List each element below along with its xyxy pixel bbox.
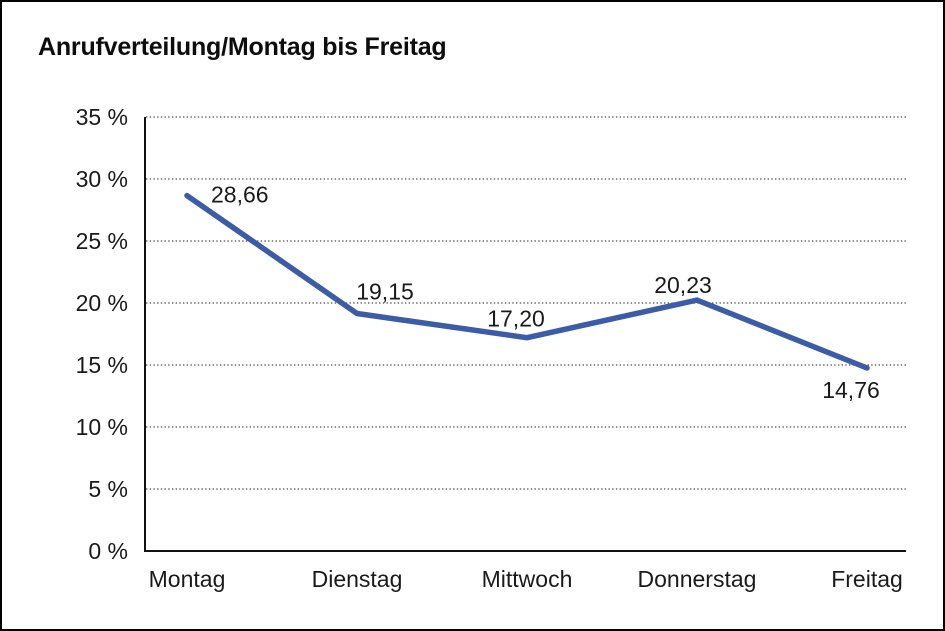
y-tick-label: 35 % (76, 104, 128, 130)
y-tick-label: 15 % (76, 352, 128, 378)
x-category-label: Dienstag (312, 566, 403, 592)
x-category-label: Donnerstag (638, 566, 757, 592)
data-label: 28,66 (211, 182, 269, 208)
data-label: 20,23 (654, 272, 712, 298)
series-line (184, 192, 870, 371)
chart-title: Anrufverteilung/Montag bis Freitag (38, 33, 447, 61)
x-category-label: Montag (149, 566, 226, 592)
y-tick-label: 20 % (76, 290, 128, 316)
y-tick-label: 30 % (76, 166, 128, 192)
y-tick-label: 10 % (76, 414, 128, 440)
data-label: 17,20 (487, 306, 545, 332)
y-tick-label: 0 % (88, 538, 128, 564)
y-tick-label: 5 % (88, 476, 128, 502)
x-category-label: Mittwoch (482, 566, 573, 592)
data-label: 19,15 (356, 279, 414, 305)
x-category-label: Freitag (831, 566, 903, 592)
data-label: 14,76 (822, 377, 880, 403)
y-tick-label: 25 % (76, 228, 128, 254)
